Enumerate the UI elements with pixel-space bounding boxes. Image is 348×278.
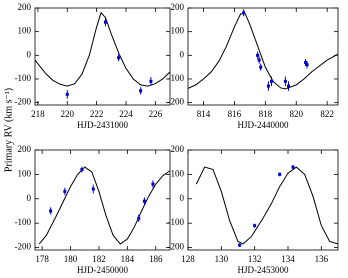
x-tick-label: 820 [289, 109, 303, 119]
x-tick-label: 132 [248, 254, 262, 264]
data-point [259, 65, 263, 69]
x-tick-label: 182 [92, 254, 106, 264]
y-tick-label: -200 [168, 242, 185, 252]
data-point [63, 189, 67, 193]
panel: 178 180 182 184 186 -200 -100 0 100 200 HJD-245000… [15, 144, 171, 275]
x-tick-label: 224 [119, 109, 133, 119]
data-point [149, 79, 153, 83]
panel: 218 220 222 224 226 -200 -100 0 100 200 HJD-243100… [15, 2, 171, 130]
x-tick-label: 136 [315, 254, 329, 264]
data-point [305, 63, 309, 67]
y-tick-label: -100 [15, 73, 32, 83]
data-point [304, 60, 308, 64]
x-axis-label: HJD-2450000 [77, 265, 128, 275]
data-point [256, 53, 260, 57]
y-tick-label: -100 [168, 217, 185, 227]
plot-frame [34, 149, 171, 251]
x-axis-label: HJD-2431000 [77, 120, 128, 130]
x-tick-label: 818 [259, 109, 273, 119]
data-point [266, 84, 270, 88]
model-curve [195, 166, 338, 245]
y-tick-label: 200 [171, 2, 185, 12]
data-point [278, 172, 282, 176]
y-tick-label: 0 [27, 193, 32, 203]
x-axis-label: HJD-2453000 [238, 265, 289, 275]
y-tick-label: 0 [180, 193, 185, 203]
x-tick-label: 220 [61, 109, 75, 119]
plot-frame [187, 149, 339, 251]
x-tick-label: 128 [181, 254, 195, 264]
x-tick-label: 222 [90, 109, 104, 119]
data-point [257, 58, 261, 62]
y-tick-label: 0 [27, 49, 32, 59]
y-tick-label: 100 [171, 26, 185, 36]
x-tick-label: 226 [149, 109, 163, 119]
y-tick-label: 200 [171, 144, 185, 154]
y-tick-label: -200 [168, 97, 185, 107]
plot-frame [34, 7, 171, 106]
data-point [65, 92, 69, 96]
data-point [253, 224, 257, 228]
y-tick-label: -100 [168, 73, 185, 83]
x-tick-label: 180 [64, 254, 78, 264]
data-point [270, 79, 274, 83]
y-axis-label: Primary RV (km s⁻¹) [3, 88, 14, 172]
data-point [283, 79, 287, 83]
data-point [49, 209, 53, 213]
data-point [242, 11, 246, 15]
data-point [142, 199, 146, 203]
y-tick-label: 200 [18, 2, 32, 12]
panel: 128 130 132 134 136 -200 -100 0 100 200 HJD-245300… [168, 144, 339, 275]
y-tick-label: 100 [171, 168, 185, 178]
data-point [238, 243, 242, 247]
x-tick-label: 218 [31, 109, 45, 119]
plot-frame [187, 7, 339, 106]
x-tick-label: 134 [281, 254, 295, 264]
data-point [287, 84, 291, 88]
x-axis-label: HJD-2440000 [238, 120, 289, 130]
data-point [139, 89, 143, 93]
data-point [291, 165, 295, 169]
model-curve [35, 11, 170, 87]
model-curve [188, 13, 338, 90]
x-tick-label: 184 [121, 254, 135, 264]
data-point [80, 168, 84, 172]
x-tick-label: 822 [320, 109, 334, 119]
x-tick-label: 178 [35, 254, 49, 264]
y-tick-label: -100 [15, 217, 32, 227]
y-tick-label: 100 [18, 26, 32, 36]
y-tick-label: 100 [18, 168, 32, 178]
y-tick-label: -200 [15, 242, 32, 252]
data-point [151, 182, 155, 186]
data-point [117, 56, 121, 60]
y-tick-label: 200 [18, 144, 32, 154]
x-tick-label: 130 [215, 254, 229, 264]
y-tick-label: -200 [15, 97, 32, 107]
panel: 814 816 818 820 822 -200 -100 0 100 200 HJD-244000… [168, 2, 339, 130]
data-point [91, 187, 95, 191]
x-tick-label: 816 [228, 109, 242, 119]
data-point [103, 20, 107, 24]
data-point [137, 216, 141, 220]
model-curve [38, 166, 170, 245]
x-tick-label: 186 [149, 254, 163, 264]
x-tick-label: 814 [197, 109, 211, 119]
y-tick-label: 0 [180, 49, 185, 59]
